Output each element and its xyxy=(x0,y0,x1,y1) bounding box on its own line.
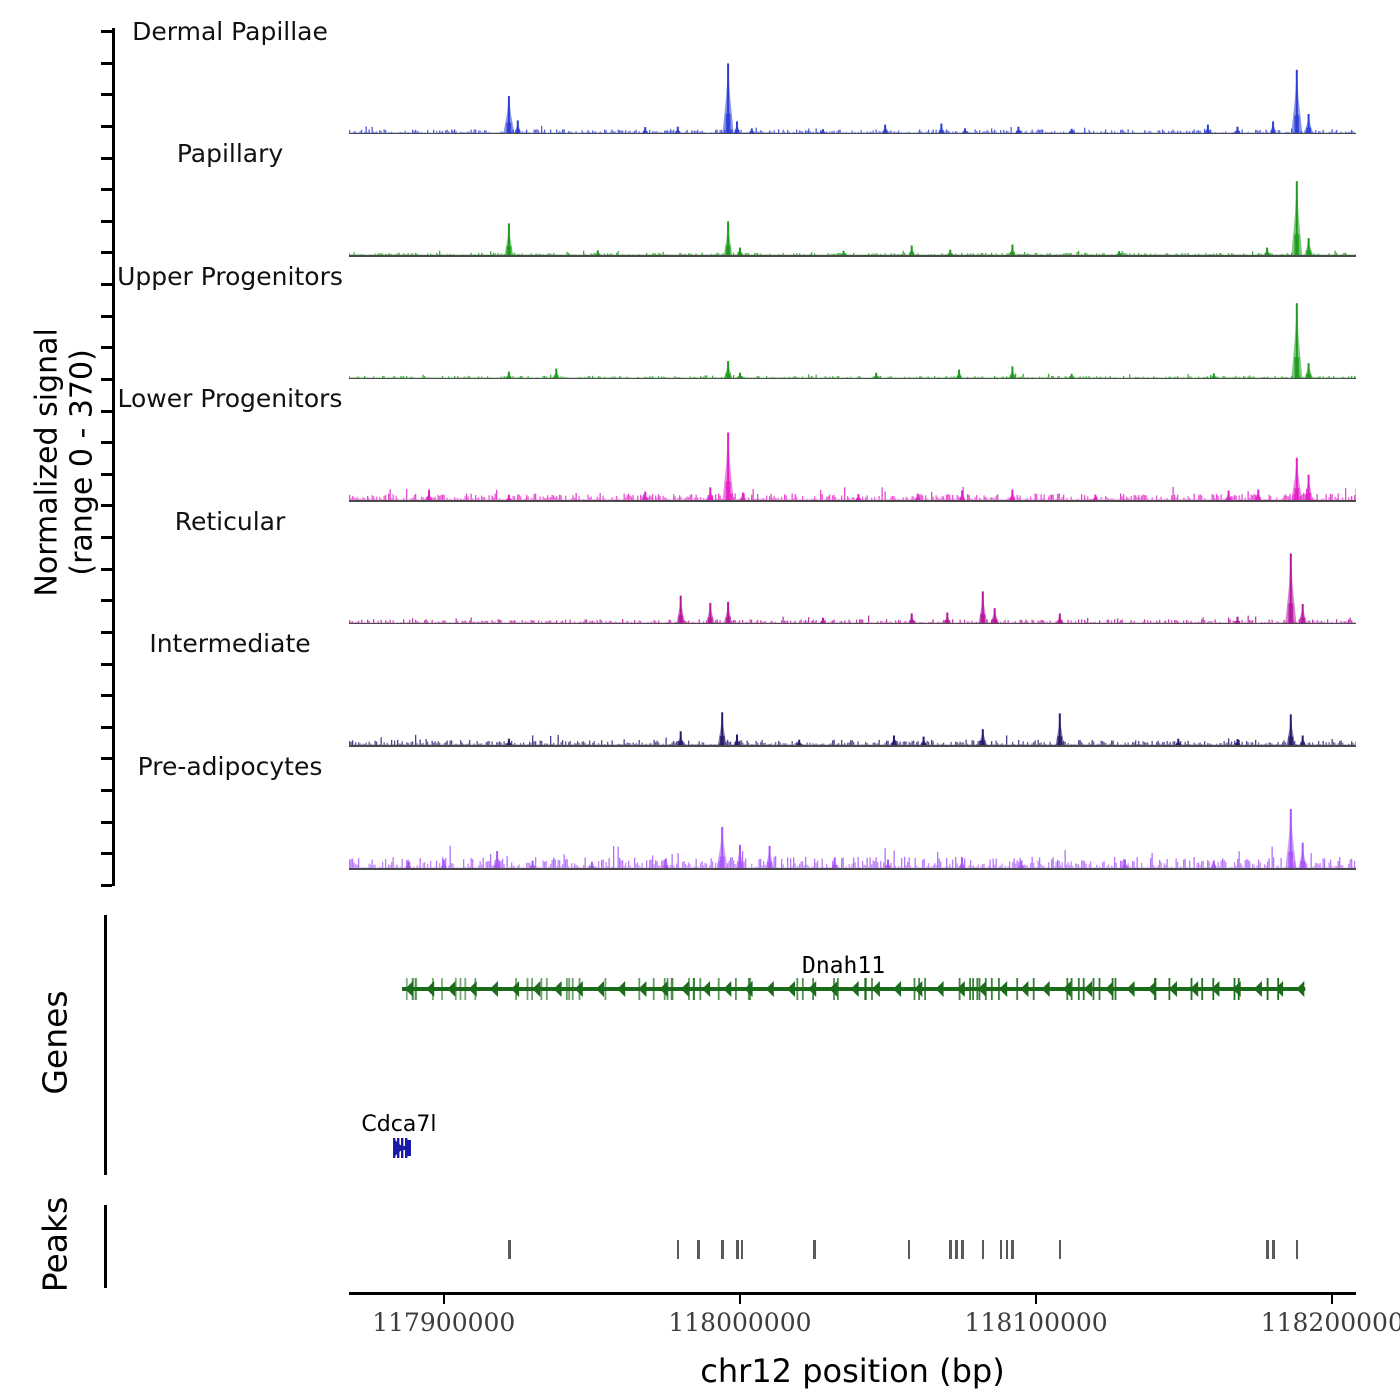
signal-trace-0 xyxy=(349,62,1356,133)
peak-mark[interactable] xyxy=(740,1240,744,1259)
x-axis-tick xyxy=(442,1295,445,1304)
track-label-pre-adipocytes: Pre-adipocytes xyxy=(137,752,323,781)
signal-axis-tick xyxy=(101,472,112,476)
track-label-dermal-papillae: Dermal Papillae xyxy=(132,16,328,46)
signal-axis-tick xyxy=(101,852,112,856)
signal-axis-tick xyxy=(101,536,112,540)
signal-axis-tick xyxy=(101,314,112,318)
peak-mark[interactable] xyxy=(697,1240,701,1259)
signal-axis-tick xyxy=(101,662,112,666)
signal-axis-tick xyxy=(101,377,112,381)
track-baseline xyxy=(349,745,1356,748)
signal-axis-tick xyxy=(101,820,112,824)
signal-axis-tick xyxy=(101,30,112,33)
signal-axis-tick xyxy=(101,61,112,65)
signal-trace-1 xyxy=(349,181,1356,256)
track-baseline xyxy=(349,377,1356,380)
signal-axis-tick xyxy=(101,725,112,729)
peak-mark[interactable] xyxy=(955,1240,958,1259)
signal-trace-3 xyxy=(349,432,1356,501)
track-label-papillary: Papillary xyxy=(176,139,284,169)
peak-mark[interactable] xyxy=(949,1240,952,1259)
signal-trace-4 xyxy=(349,553,1356,623)
peak-mark[interactable] xyxy=(676,1240,680,1259)
track-baseline xyxy=(349,132,1356,135)
signal-axis-tick xyxy=(101,694,112,698)
signal-axis-tick xyxy=(101,346,112,350)
gene-body-dnah11[interactable] xyxy=(397,974,1310,1004)
peaks-panel-label: Peaks xyxy=(35,1196,75,1292)
x-axis-line xyxy=(349,1292,1356,1295)
signal-axis-tick xyxy=(101,124,112,128)
signal-trace-2 xyxy=(349,302,1356,378)
x-axis-tick-label: 118200000 xyxy=(1260,1308,1400,1337)
peak-mark[interactable] xyxy=(961,1240,964,1259)
x-axis-title: chr12 position (bp) xyxy=(700,1352,1005,1390)
track-label-intermediate: Intermediate xyxy=(149,629,311,659)
peak-mark[interactable] xyxy=(812,1240,816,1259)
x-axis-tick-label: 118100000 xyxy=(964,1308,1108,1337)
signal-axis-tick xyxy=(101,156,112,160)
track-label-reticular: Reticular xyxy=(174,506,286,536)
peak-mark[interactable] xyxy=(1058,1240,1062,1259)
signal-axis-tick xyxy=(101,567,112,571)
track-baseline xyxy=(349,500,1356,502)
peak-mark[interactable] xyxy=(507,1240,511,1259)
signal-axis-tick xyxy=(101,599,112,603)
peak-mark[interactable] xyxy=(1005,1240,1009,1259)
x-axis-tick-label: 118000000 xyxy=(668,1308,812,1337)
signal-axis-tick xyxy=(101,93,112,97)
x-axis-tick xyxy=(1035,1295,1038,1304)
track-baseline xyxy=(349,868,1356,870)
signal-axis-tick xyxy=(101,283,112,287)
signal-trace-5 xyxy=(349,712,1356,746)
peak-mark[interactable] xyxy=(907,1240,911,1259)
peak-mark[interactable] xyxy=(981,1240,985,1259)
peak-mark[interactable] xyxy=(735,1240,739,1259)
track-baseline xyxy=(349,255,1356,257)
peak-mark[interactable] xyxy=(1266,1240,1269,1259)
gene-body-cdca7l[interactable] xyxy=(388,1133,416,1163)
signal-axis-tick xyxy=(101,884,112,887)
peak-mark[interactable] xyxy=(721,1240,724,1259)
peaks-axis-spine xyxy=(104,1205,107,1288)
x-axis-tick xyxy=(1331,1295,1334,1304)
x-axis-tick-label: 117900000 xyxy=(372,1308,516,1337)
signal-axis-tick xyxy=(101,441,112,445)
genes-panel-label: Genes xyxy=(35,990,75,1095)
signal-axis-tick xyxy=(101,630,112,634)
signal-trace-6 xyxy=(349,809,1356,868)
signal-axis-tick xyxy=(101,188,112,192)
peak-mark[interactable] xyxy=(1272,1240,1275,1259)
signal-axis-tick xyxy=(101,789,112,793)
peak-mark[interactable] xyxy=(1295,1240,1299,1259)
y-axis-label-line1: Normalized signal xyxy=(29,328,65,597)
signal-axis-spine xyxy=(112,28,115,886)
genes-axis-spine xyxy=(104,915,107,1175)
track-label-lower-progenitors: Lower Progenitors xyxy=(117,384,343,414)
gene-label-dnah11: Dnah11 xyxy=(801,953,886,979)
signal-axis-tick xyxy=(101,504,112,508)
y-axis-label: Normalized signal (range 0 - 370) xyxy=(30,252,101,672)
peak-mark[interactable] xyxy=(999,1240,1003,1259)
signal-axis-tick xyxy=(101,251,112,255)
gene-label-cdca7l: Cdca7l xyxy=(361,1112,437,1137)
peak-mark[interactable] xyxy=(1011,1240,1015,1259)
y-axis-label-line2: (range 0 - 370) xyxy=(65,349,100,576)
x-axis-tick xyxy=(738,1295,741,1304)
signal-axis-tick xyxy=(101,757,112,761)
track-label-upper-progenitors: Upper Progenitors xyxy=(117,261,343,291)
signal-axis-tick xyxy=(101,409,112,413)
track-baseline xyxy=(349,622,1356,625)
signal-axis-tick xyxy=(101,219,112,223)
